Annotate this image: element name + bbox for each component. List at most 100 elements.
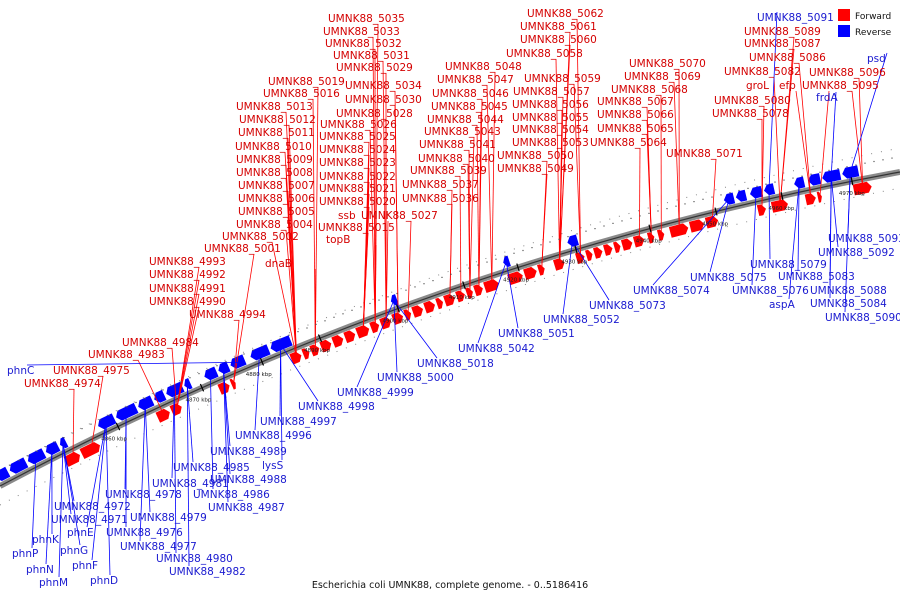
kbp-tick-label: 4970 kbp: [839, 191, 865, 197]
gene-label-umnk88-5060: UMNK88_5060: [520, 34, 597, 46]
guide-dot: [387, 296, 389, 298]
gene-label-umnk88-5061: UMNK88_5061: [520, 21, 597, 33]
kbp-tick-mark: [462, 281, 466, 290]
label-leader-line: [186, 384, 194, 463]
guide-dot: [153, 393, 155, 395]
label-leader-line: [646, 133, 652, 238]
guide-dot: [144, 397, 146, 399]
gene-label-umnk88-4976: UMNK88_4976: [106, 527, 183, 539]
guide-dot: [765, 183, 767, 185]
label-leader-line: [847, 172, 851, 234]
kbp-tick-label: 4930 kbp: [561, 260, 587, 266]
forward-gene-block: [465, 287, 473, 299]
gene-label-umnk88-4983: UMNK88_4983: [88, 349, 165, 361]
gene-label-umnk88-5090: UMNK88_5090: [825, 312, 900, 324]
label-leader-line: [541, 173, 548, 270]
forward-gene-block: [411, 305, 423, 318]
gene-label-umnk88-4987: UMNK88_4987: [208, 502, 285, 514]
gene-label-umnk88-4979: UMNK88_4979: [130, 512, 207, 524]
gene-label-umnk88-5054: UMNK88_5054: [512, 124, 589, 136]
gene-label-phnp: phnP: [12, 548, 38, 560]
guide-dot: [243, 353, 245, 355]
guide-dot: [630, 217, 632, 219]
guide-dot: [333, 316, 335, 318]
guide-dot: [90, 423, 92, 425]
guide-dot: [261, 345, 263, 347]
guide-dot: [621, 220, 623, 222]
gene-label-umnk88-5010: UMNK88_5010: [235, 141, 312, 153]
guide-dot: [648, 212, 650, 214]
gene-label-umnk88-5088: UMNK88_5088: [810, 285, 887, 297]
label-leaders: [26, 11, 888, 578]
label-leader-line: [830, 176, 839, 248]
label-leader-line: [486, 84, 493, 286]
gene-label-umnk88-5009: UMNK88_5009: [236, 154, 313, 166]
label-leader-line: [223, 368, 231, 475]
gene-label-umnk88-5056: UMNK88_5056: [512, 99, 589, 111]
label-leader-line: [562, 241, 573, 315]
guide-dot: [549, 241, 551, 243]
kbp-tick-label: 4910 kbp: [449, 295, 475, 301]
reverse-gene-block: [842, 165, 860, 179]
guide-dot: [711, 196, 713, 198]
gene-label-umnk88-5050: UMNK88_5050: [497, 150, 574, 162]
kbp-tick-label: 4900 kbp: [383, 319, 409, 325]
label-leader-line: [407, 220, 412, 315]
gene-label-umnk88-4971: UMNK88_4971: [51, 514, 128, 526]
guide-dot: [729, 192, 731, 194]
label-leader-line: [795, 90, 812, 199]
label-leader-line: [287, 137, 297, 358]
gene-label-umnk88-5006: UMNK88_5006: [238, 193, 315, 205]
forward-gene-block: [537, 264, 545, 276]
gene-label-umnk88-4986: UMNK88_4986: [193, 489, 270, 501]
gene-label-frda: frdA: [816, 92, 838, 104]
gene-label-umnk88-5084: UMNK88_5084: [810, 298, 887, 310]
gene-label-phnn: phnN: [26, 564, 54, 576]
label-leader-line: [555, 58, 560, 264]
reverse-gene-block: [750, 185, 764, 199]
gene-label-umnk88-5026: UMNK88_5026: [320, 119, 397, 131]
label-leader-line: [819, 90, 830, 198]
guide-dot: [873, 160, 875, 163]
reverse-gene-block: [794, 176, 806, 189]
gene-label-umnk88-5040: UMNK88_5040: [418, 153, 495, 165]
reverse-gene-block: [218, 361, 231, 375]
kbp-tick-mark: [574, 245, 578, 254]
gene-label-umnk88-5005: UMNK88_5005: [238, 206, 315, 218]
label-leader-line: [576, 18, 581, 258]
forward-gene-block: [483, 279, 499, 293]
gene-label-umnk88-5002: UMNK88_5002: [222, 231, 299, 243]
gene-label-umnk88-5008: UMNK88_5008: [236, 167, 313, 179]
label-leader-line: [176, 293, 200, 409]
guide-dot: [522, 249, 524, 252]
kbp-tick-mark: [850, 177, 854, 186]
gene-label-umnk88-5021: UMNK88_5021: [319, 183, 396, 195]
kbp-tick-mark: [317, 334, 323, 343]
gene-label-phnk: phnK: [32, 534, 60, 546]
gene-label-umnk88-4981: UMNK88_4981: [152, 478, 229, 490]
guide-dot: [477, 264, 479, 266]
forward-gene-block: [319, 339, 332, 353]
label-leader-line: [280, 344, 319, 402]
guide-dot: [783, 179, 785, 181]
gene-label-umnk88-5011: UMNK88_5011: [238, 127, 315, 139]
guide-dot: [774, 181, 776, 183]
gene-label-umnk88-5083: UMNK88_5083: [778, 271, 855, 283]
gene-label-umnk88-5066: UMNK88_5066: [597, 109, 674, 121]
label-leader-line: [394, 104, 399, 319]
label-leader-line: [559, 147, 563, 264]
label-leader-line: [58, 443, 64, 578]
gene-label-umnk88-5053: UMNK88_5053: [512, 137, 589, 149]
label-leader-line: [467, 163, 471, 293]
forward-gene-block: [756, 204, 766, 216]
gene-label-topb: topB: [326, 234, 350, 246]
label-leader-line: [62, 443, 72, 515]
gene-label-umnk88-5033: UMNK88_5033: [323, 26, 400, 38]
guide-dot: [792, 177, 794, 179]
forward-gene-block: [632, 235, 645, 248]
guide-dot: [324, 320, 326, 322]
gene-label-umnk88-5079: UMNK88_5079: [750, 259, 827, 271]
label-leader-line: [505, 261, 519, 329]
label-leader-line: [751, 192, 757, 286]
guide-dot: [351, 309, 353, 311]
